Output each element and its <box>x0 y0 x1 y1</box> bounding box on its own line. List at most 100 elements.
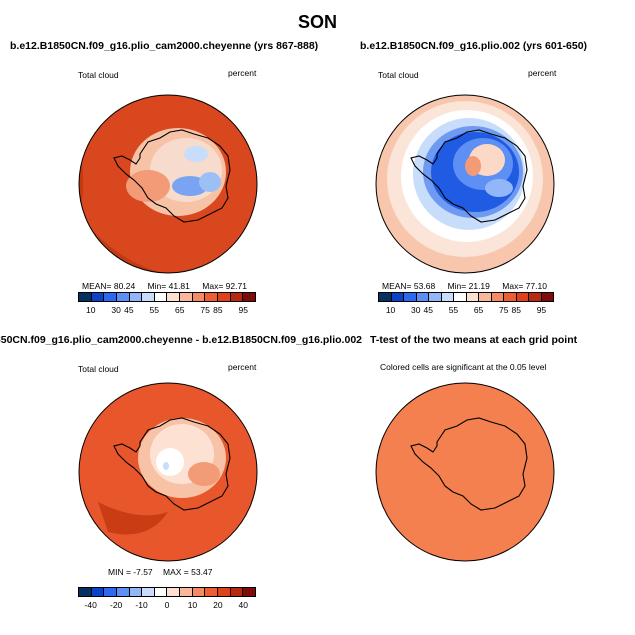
panel-3-title-clip: B1850CN.f09_g16.plio_cam2000.cheyenne - … <box>0 334 362 346</box>
panel-4-title: T-test of the two means at each grid poi… <box>370 334 578 346</box>
panel-1-colorbar-cell <box>167 293 181 301</box>
panel-1-title: b.e12.B1850CN.f09_g16.plio_cam2000.cheye… <box>10 40 319 52</box>
panel-3-colorbar-cell <box>79 588 92 596</box>
panel-3-salmon-field <box>188 462 220 486</box>
panel-1-colorbar-tick-label: 65 <box>174 305 185 315</box>
panel-1-colorbar-cell <box>129 293 143 301</box>
panel-2-colorbar-tick-label: 10 <box>385 305 396 315</box>
panel-2-colorbar-tick-label: 65 <box>473 305 484 315</box>
panel-3-colorbar-tick-label: 10 <box>187 600 198 610</box>
panel-3-colorbar-ticks: -40 -20 -10 0 10 20 40 <box>78 600 256 612</box>
panel-1-salmon-region <box>126 170 170 202</box>
panel-2-colorbar-cell <box>404 293 417 301</box>
panel-2-units-label: percent <box>528 68 557 78</box>
panel-2-colorbar-tick-label: 75 <box>498 305 509 315</box>
panel-3-colorbar-cell <box>104 588 117 596</box>
panel-3-variable-label: Total cloud <box>78 364 119 374</box>
panel-2-mean-label: MEAN= <box>382 281 412 291</box>
panel-3-colorbar-cell <box>192 588 206 596</box>
panel-3-units-label: percent <box>228 362 257 372</box>
panel-1-colorbar-cell <box>205 293 219 301</box>
panel-3-title: B1850CN.f09_g16.plio_cam2000.cheyenne - … <box>0 334 362 346</box>
panel-4-polar-map <box>375 382 555 562</box>
panel-1-colorbar-cell <box>243 293 255 301</box>
panel-3-colorbar <box>78 587 256 597</box>
panel-3-max-label: MAX = <box>163 567 189 577</box>
panel-1-mean-value: 80.24 <box>113 281 136 291</box>
panel-4-significance-fill <box>376 383 554 561</box>
panel-3-colorbar-cell <box>167 588 181 596</box>
panel-1-colorbar-ticks: 10 30 45 55 65 75 85 95 <box>78 305 256 317</box>
panel-2-max-value: 77.10 <box>525 281 547 291</box>
panel-1-units-label: percent <box>228 68 257 78</box>
panel-2-colorbar-cell <box>441 293 454 301</box>
panel-2-max-label: Max= <box>502 281 524 291</box>
panel-1-colorbar-tick-label: 85 <box>213 305 223 315</box>
panel-1-colorbar-cell <box>91 293 105 301</box>
panel-1-colorbar-cell <box>192 293 206 301</box>
panel-3-map-border <box>78 382 258 562</box>
panel-1-antarctica-coastline <box>113 129 231 223</box>
panel-3-blue-spot <box>163 462 169 470</box>
panel-3-colorbar-cell <box>180 588 193 596</box>
panel-2-polar-map <box>375 94 555 274</box>
panel-1-min-value: 41.81 <box>168 281 190 291</box>
panel-3-antarctica-coastline <box>113 417 231 511</box>
panel-1-blue-region-2 <box>199 172 221 192</box>
panel-3-colorbar-cell <box>154 588 168 596</box>
panel-1-max-label: Max= <box>202 281 224 291</box>
panel-1-colorbar <box>78 292 256 302</box>
panel-2-colorbar-cell <box>491 293 504 301</box>
panel-2-colorbar-cell <box>516 293 529 301</box>
panel-1-variable-label: Total cloud <box>78 70 119 80</box>
panel-2-colorbar-cell <box>479 293 492 301</box>
panel-3-colorbar-tick-label: -10 <box>135 600 148 610</box>
panel-3-colorbar-tick-label: 40 <box>238 600 249 610</box>
panel-2-colorbar-cell <box>466 293 479 301</box>
panel-1-stats: MEAN= 80.24 Min= 41.81 Max= 92.71 <box>82 281 247 291</box>
panel-1-colorbar-cell <box>116 293 130 301</box>
panel-2-colorbar-tick-label: 95 <box>536 305 547 315</box>
panel-3-colorbar-cell <box>230 588 244 596</box>
panel-2-map-border <box>375 94 555 274</box>
panel-2-colorbar-tick-label: 45 <box>423 305 434 315</box>
panel-1-blue-region-3 <box>184 146 208 162</box>
panel-1-colorbar-cell <box>218 293 231 301</box>
panel-2-min-label: Min= <box>447 281 467 291</box>
panel-3-colorbar-cell <box>116 588 130 596</box>
panel-3-colorbar-tick-label: 20 <box>213 600 223 610</box>
panel-3-colorbar-cell <box>91 588 105 596</box>
panel-1-min-label: Min= <box>147 281 167 291</box>
panel-1-colorbar-cell <box>142 293 155 301</box>
panel-2-colorbar-cell <box>504 293 517 301</box>
panel-2-mean-value: 53.68 <box>413 281 436 291</box>
panel-1-colorbar-cell <box>180 293 193 301</box>
panel-3-colorbar-cell <box>218 588 231 596</box>
panel-1-colorbar-cell <box>79 293 92 301</box>
panel-2-colorbar-cell <box>429 293 442 301</box>
panel-2-colorbar-tick-label: 85 <box>511 305 522 315</box>
panel-4-antarctica-coastline <box>410 417 528 511</box>
panel-2-colorbar-tick-label: 30 <box>410 305 421 315</box>
panel-1-mean-label: MEAN= <box>82 281 112 291</box>
panel-2-colorbar-cell <box>529 293 542 301</box>
panel-1-polar-map <box>78 94 258 274</box>
panel-2-salmon-interior <box>465 156 481 176</box>
panel-3-colorbar-tick-label: -40 <box>84 600 97 610</box>
panel-2-colorbar-cell <box>541 293 553 301</box>
panel-3-colorbar-cell <box>142 588 155 596</box>
panel-1-max-value: 92.71 <box>225 281 247 291</box>
panel-2-colorbar-cell <box>391 293 404 301</box>
panel-3-dark-patch <box>98 502 168 535</box>
panel-1-colorbar-tick-label: 10 <box>85 305 96 315</box>
panel-1-colorbar-tick-label: 95 <box>238 305 249 315</box>
panel-2-stats: MEAN= 53.68 Min= 21.19 Max= 77.10 <box>382 281 547 291</box>
panel-2-colorbar-cell <box>379 293 392 301</box>
panel-1-colorbar-cell <box>154 293 168 301</box>
panel-2-min-value: 21.19 <box>468 281 490 291</box>
panel-3-land-white-field <box>156 448 184 476</box>
panel-1-colorbar-tick-label: 45 <box>124 305 134 315</box>
panel-4-map-border <box>375 382 555 562</box>
panel-2-colorbar <box>378 292 554 302</box>
panel-4-subtitle: Colored cells are significant at the 0.0… <box>380 362 547 372</box>
